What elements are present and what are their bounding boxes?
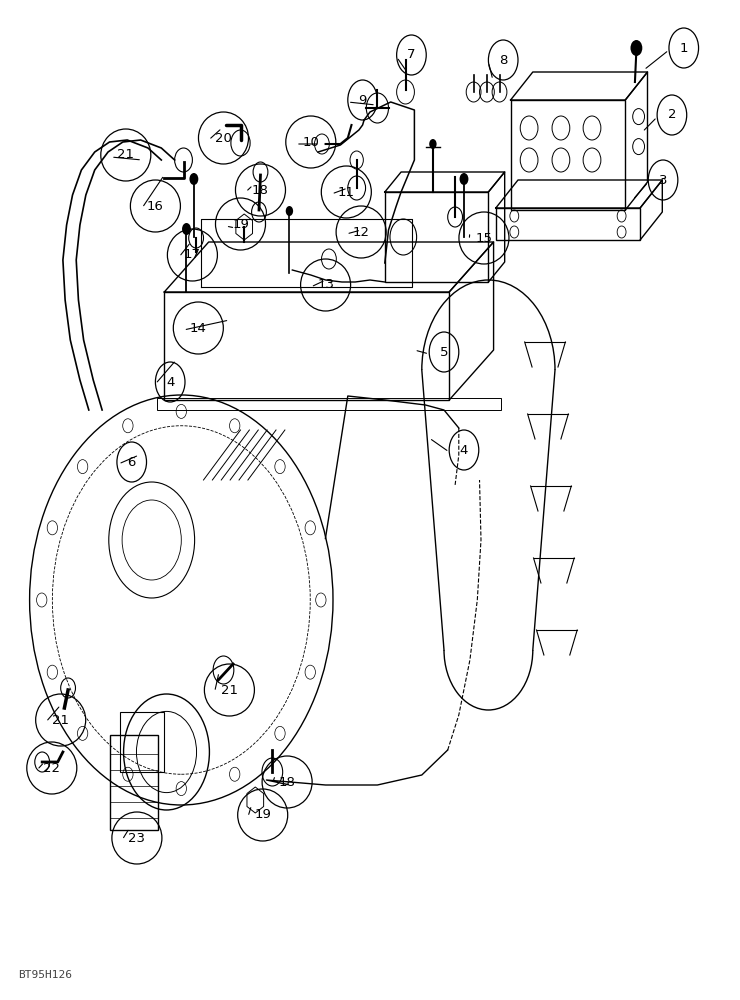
Text: 21: 21 xyxy=(221,684,238,696)
Circle shape xyxy=(630,40,642,56)
Text: 4: 4 xyxy=(166,375,175,388)
Circle shape xyxy=(429,139,437,149)
Text: 4: 4 xyxy=(460,444,468,456)
Text: 22: 22 xyxy=(44,762,60,774)
Text: 21: 21 xyxy=(118,148,134,161)
Text: 19: 19 xyxy=(255,808,271,822)
Text: 2: 2 xyxy=(667,108,676,121)
Circle shape xyxy=(460,173,468,185)
Circle shape xyxy=(189,173,198,185)
Text: 17: 17 xyxy=(184,248,201,261)
Text: 14: 14 xyxy=(190,322,206,334)
Text: 19: 19 xyxy=(232,218,249,231)
Text: 9: 9 xyxy=(358,94,367,106)
Text: 18: 18 xyxy=(279,776,295,788)
Text: 20: 20 xyxy=(215,131,232,144)
Text: 16: 16 xyxy=(147,200,164,213)
Text: 13: 13 xyxy=(317,278,334,292)
Text: 18: 18 xyxy=(252,184,269,196)
Text: 5: 5 xyxy=(440,346,448,359)
Text: 7: 7 xyxy=(407,48,416,62)
Text: 15: 15 xyxy=(476,232,492,244)
Text: 10: 10 xyxy=(303,135,319,148)
Circle shape xyxy=(182,223,191,235)
Text: 8: 8 xyxy=(499,53,508,66)
Text: 6: 6 xyxy=(127,456,136,468)
Text: 12: 12 xyxy=(353,226,369,238)
Circle shape xyxy=(286,206,293,216)
Text: 1: 1 xyxy=(679,41,688,54)
Text: 3: 3 xyxy=(659,174,667,186)
Text: BT95H126: BT95H126 xyxy=(18,970,73,980)
Text: 21: 21 xyxy=(53,714,69,726)
Text: 11: 11 xyxy=(338,186,354,198)
Text: 23: 23 xyxy=(129,832,145,844)
